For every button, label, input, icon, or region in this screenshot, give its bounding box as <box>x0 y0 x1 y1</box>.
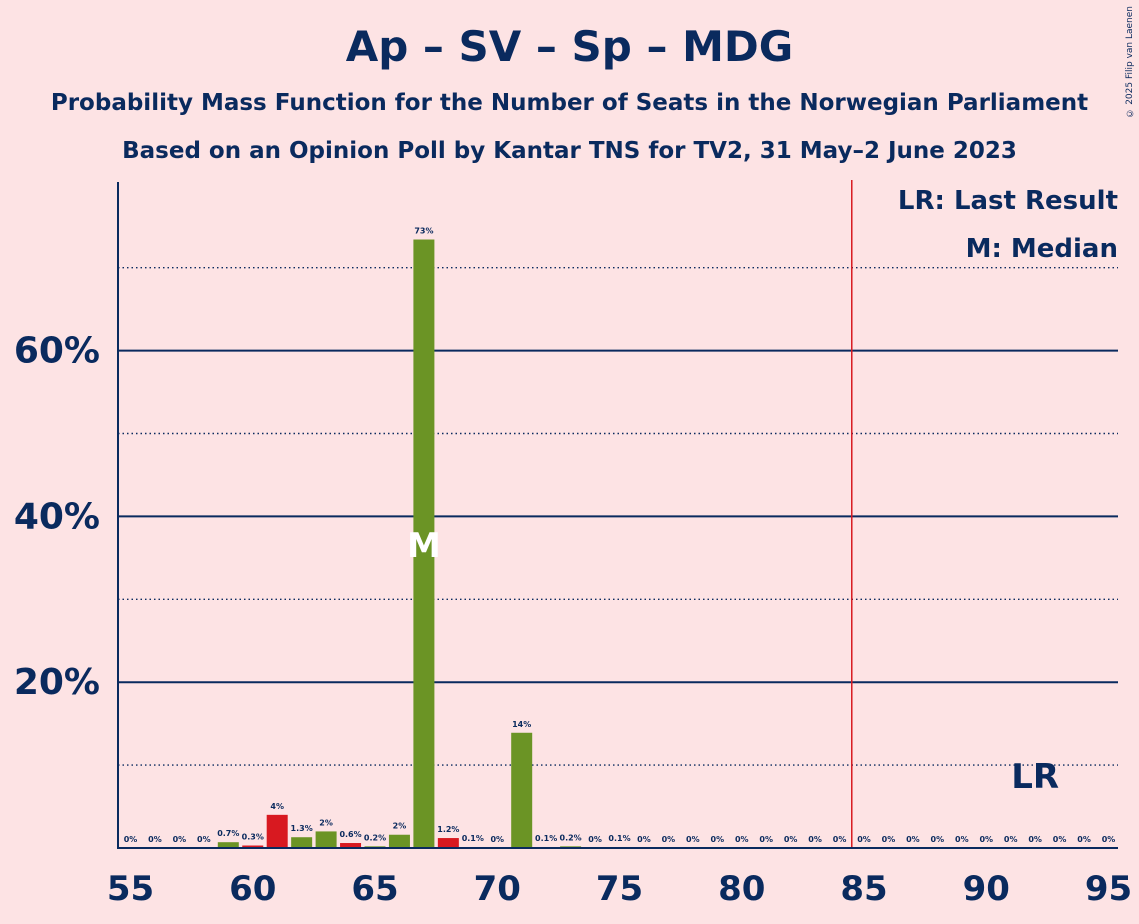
bar-seat-64 <box>340 843 362 848</box>
bar-value-label: 0% <box>882 835 896 844</box>
bar-value-label: 0% <box>979 835 993 844</box>
bar-value-label: 0% <box>588 835 602 844</box>
bar-value-label: 0.1% <box>608 834 630 843</box>
bar-value-label: 1.3% <box>291 824 313 833</box>
bar-value-label: 0% <box>955 835 969 844</box>
bar-value-label: 0% <box>759 835 773 844</box>
bar-seat-61 <box>266 814 288 848</box>
bar-value-label: 0% <box>833 835 847 844</box>
bar-seat-60 <box>242 845 264 848</box>
bar-value-label: 14% <box>512 720 531 729</box>
bar-value-label: 0% <box>931 835 945 844</box>
last-result-marker: LR <box>1011 757 1059 797</box>
chart-title: Ap – SV – Sp – MDG <box>345 22 794 71</box>
x-tick-label: 55 <box>107 869 154 909</box>
x-tick-label: 75 <box>596 869 643 909</box>
y-tick-label: 60% <box>14 331 100 372</box>
bar-value-label: 0% <box>1028 835 1042 844</box>
bar-value-label: 0% <box>197 835 211 844</box>
bar-value-label: 0% <box>906 835 920 844</box>
x-tick-label: 80 <box>718 869 765 909</box>
bar-value-label: 2% <box>319 818 333 827</box>
bar-seat-71 <box>511 732 533 848</box>
x-tick-label: 70 <box>474 869 521 909</box>
bar-seat-59 <box>217 842 239 848</box>
bar-value-label: 0% <box>490 835 504 844</box>
bar-value-label: 0% <box>173 835 187 844</box>
bar-value-label: 0.6% <box>339 830 361 839</box>
median-marker: M <box>407 526 441 566</box>
bar-value-label: 0% <box>784 835 798 844</box>
bar-value-label: 0.7% <box>217 829 239 838</box>
x-tick-label: 95 <box>1085 869 1132 909</box>
bar-value-label: 0% <box>1053 835 1067 844</box>
bar-value-label: 0% <box>711 835 725 844</box>
bar-value-label: 0% <box>124 835 138 844</box>
chart-source: Based on an Opinion Poll by Kantar TNS f… <box>122 138 1017 164</box>
legend-median: M: Median <box>966 234 1118 264</box>
bar-value-label: 0% <box>686 835 700 844</box>
x-tick-label: 85 <box>840 869 887 909</box>
bar-seat-63 <box>315 831 337 848</box>
bar-value-label: 0% <box>1004 835 1018 844</box>
x-tick-label: 60 <box>229 869 276 909</box>
y-tick-label: 20% <box>14 662 100 703</box>
bar-value-label: 0% <box>1077 835 1091 844</box>
bar-seat-62 <box>291 837 313 848</box>
bar-value-label: 0.1% <box>462 834 484 843</box>
legend-last-result: LR: Last Result <box>898 186 1118 216</box>
bar-value-label: 0% <box>1102 835 1116 844</box>
bar-value-label: 1.2% <box>437 825 459 834</box>
bar-seat-67 <box>413 239 435 848</box>
bar-value-label: 2% <box>393 822 407 831</box>
bar-value-label: 0% <box>857 835 871 844</box>
bar-value-label: 0.2% <box>364 833 386 842</box>
bar-value-label: 0% <box>735 835 749 844</box>
x-tick-label: 90 <box>963 869 1010 909</box>
bar-seat-66 <box>388 834 410 848</box>
bar-seat-68 <box>437 838 459 848</box>
bar-value-label: 0% <box>148 835 162 844</box>
bar-value-label: 0.2% <box>560 833 582 842</box>
bar-value-label: 4% <box>270 802 284 811</box>
bar-value-label: 0% <box>662 835 676 844</box>
bar-value-label: 0.3% <box>242 833 264 842</box>
bar-value-label: 0% <box>808 835 822 844</box>
bar-value-label: 0.1% <box>535 834 557 843</box>
bar-value-label: 0% <box>637 835 651 844</box>
x-tick-label: 65 <box>351 869 398 909</box>
y-tick-label: 40% <box>14 496 100 537</box>
chart-subtitle: Probability Mass Function for the Number… <box>50 90 1089 116</box>
bar-value-label: 73% <box>414 227 433 236</box>
